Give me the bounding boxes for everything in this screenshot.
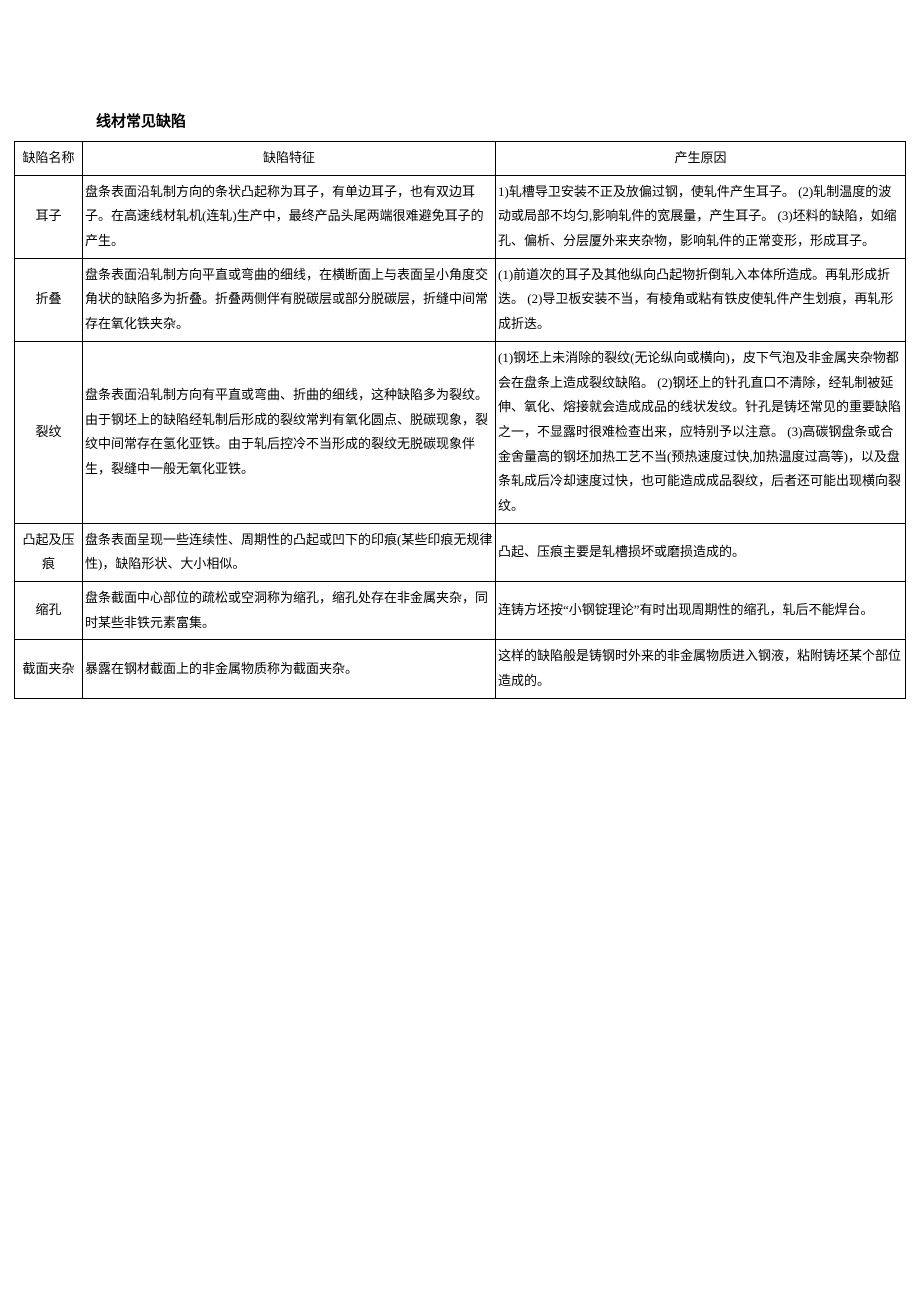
- cell-feature: 盘条表面沿轧制方向有平直或弯曲、折曲的细线，这种缺陷多为裂纹。由于钢坯上的缺陷经…: [83, 341, 496, 523]
- col-header-feature: 缺陷特征: [83, 142, 496, 176]
- cell-feature: 盘条表面沿轧制方向平直或弯曲的细线，在横断面上与表面呈小角度交角状的缺陷多为折叠…: [83, 258, 496, 341]
- document-title: 线材常见缺陷: [96, 110, 906, 131]
- table-row: 缩孔 盘条截面中心部位的疏松或空洞称为缩孔，缩孔处存在非金属夹杂，同时某些非铁元…: [15, 582, 906, 640]
- cell-feature: 盘条表面呈现一些连续性、周期性的凸起或凹下的印痕(某些印痕无规律性)，缺陷形状、…: [83, 523, 496, 581]
- cell-cause: (1)前道次的耳子及其他纵向凸起物折倒轧入本体所造成。再轧形成折迭。 (2)导卫…: [496, 258, 906, 341]
- cell-name: 截面夹杂: [15, 640, 83, 698]
- cell-feature: 盘条表面沿轧制方向的条状凸起称为耳子，有单边耳子，也有双边耳子。在高速线材轧机(…: [83, 175, 496, 258]
- cell-name: 凸起及压痕: [15, 523, 83, 581]
- cell-name: 耳子: [15, 175, 83, 258]
- table-row: 裂纹 盘条表面沿轧制方向有平直或弯曲、折曲的细线，这种缺陷多为裂纹。由于钢坯上的…: [15, 341, 906, 523]
- cell-cause: 这样的缺陷般是铸钢时外来的非金属物质进入钢液，粘附铸坯某个部位造成的。: [496, 640, 906, 698]
- cell-cause: 1)轧槽导卫安装不正及放偏过钢，使轧件产生耳子。 (2)轧制温度的波动或局部不均…: [496, 175, 906, 258]
- table-row: 折叠 盘条表面沿轧制方向平直或弯曲的细线，在横断面上与表面呈小角度交角状的缺陷多…: [15, 258, 906, 341]
- table-row: 截面夹杂 暴露在钢材截面上的非金属物质称为截面夹杂。 这样的缺陷般是铸钢时外来的…: [15, 640, 906, 698]
- cell-cause: 连铸方坯按“小钢锭理论”有时出现周期性的缩孔，轧后不能焊台。: [496, 582, 906, 640]
- cell-name: 折叠: [15, 258, 83, 341]
- cell-cause: (1)钢坯上未消除的裂纹(无论纵向或横向)，皮下气泡及非金属夹杂物都会在盘条上造…: [496, 341, 906, 523]
- defects-table: 缺陷名称 缺陷特征 产生原因 耳子 盘条表面沿轧制方向的条状凸起称为耳子，有单边…: [14, 141, 906, 699]
- cell-name: 裂纹: [15, 341, 83, 523]
- table-head: 缺陷名称 缺陷特征 产生原因: [15, 142, 906, 176]
- table-row: 凸起及压痕 盘条表面呈现一些连续性、周期性的凸起或凹下的印痕(某些印痕无规律性)…: [15, 523, 906, 581]
- table-body: 耳子 盘条表面沿轧制方向的条状凸起称为耳子，有单边耳子，也有双边耳子。在高速线材…: [15, 175, 906, 698]
- cell-name: 缩孔: [15, 582, 83, 640]
- col-header-cause: 产生原因: [496, 142, 906, 176]
- cell-feature: 暴露在钢材截面上的非金属物质称为截面夹杂。: [83, 640, 496, 698]
- cell-cause: 凸起、压痕主要是轧槽损坏或磨损造成的。: [496, 523, 906, 581]
- table-header-row: 缺陷名称 缺陷特征 产生原因: [15, 142, 906, 176]
- col-header-name: 缺陷名称: [15, 142, 83, 176]
- document-page: 线材常见缺陷 缺陷名称 缺陷特征 产生原因 耳子 盘条表面沿轧制方向的条状凸起称…: [0, 0, 920, 699]
- cell-feature: 盘条截面中心部位的疏松或空洞称为缩孔，缩孔处存在非金属夹杂，同时某些非铁元素富集…: [83, 582, 496, 640]
- table-row: 耳子 盘条表面沿轧制方向的条状凸起称为耳子，有单边耳子，也有双边耳子。在高速线材…: [15, 175, 906, 258]
